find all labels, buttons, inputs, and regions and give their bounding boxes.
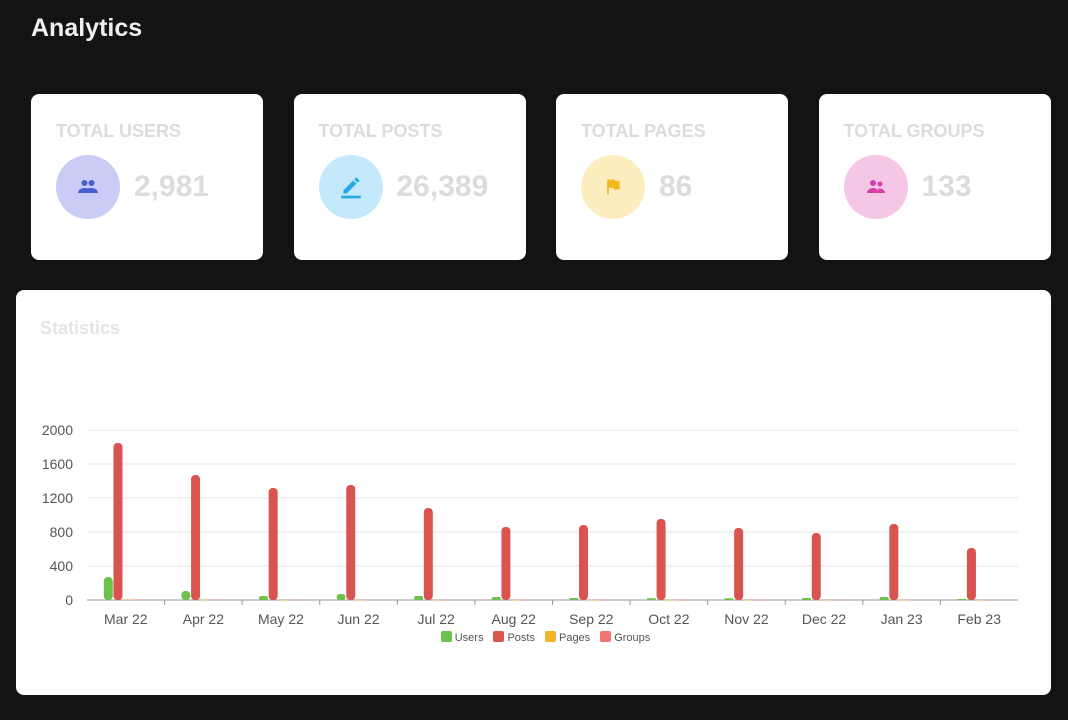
bar-groups (520, 599, 530, 601)
flag-icon (581, 155, 645, 219)
bar-groups (986, 599, 996, 601)
bar-groups (831, 599, 841, 601)
x-tick-label: Mar 22 (104, 611, 148, 627)
statistics-chart: 0 400 800 1200 1600 2000 Mar 22 Apr 22 May 22 Jun… (42, 422, 1018, 627)
pencil-icon (318, 155, 383, 219)
bar-posts (656, 518, 666, 600)
bar-pages (743, 599, 753, 601)
stat-card-value: 2,981 (134, 170, 210, 203)
legend-swatch (544, 631, 556, 642)
x-tick-label: Dec 22 (802, 611, 847, 627)
bar-groups (443, 599, 453, 601)
x-tick-label: Jan 23 (881, 611, 923, 627)
bar-pages (899, 599, 909, 601)
chart-legend: Users Posts Pages Groups (16, 631, 1051, 644)
users-icon (56, 155, 120, 219)
x-tick-label: Aug 22 (492, 611, 537, 627)
bar-groups (365, 599, 375, 601)
bar-users (103, 577, 113, 600)
bar-groups (132, 599, 142, 600)
x-tick-label: Nov 22 (724, 611, 769, 627)
legend-item-groups[interactable]: Groups (600, 631, 650, 644)
bar-pages (433, 599, 443, 601)
y-tick-label: 1200 (42, 490, 73, 506)
bar-groups (598, 599, 608, 601)
y-tick-label: 0 (65, 592, 73, 608)
bar-users (957, 598, 967, 600)
stat-card-value: 86 (659, 170, 693, 203)
x-tick-label: Feb 23 (957, 611, 1001, 627)
bar-users (879, 597, 889, 600)
bar-groups (288, 599, 298, 601)
bar-users (181, 590, 191, 600)
stat-card-label: TOTAL USERS (56, 121, 182, 141)
x-tick-label: Apr 22 (183, 611, 224, 627)
x-tick-label: Oct 22 (648, 611, 689, 627)
stat-card-total-pages: TOTAL PAGES 86 (556, 94, 788, 260)
stat-card-value: 133 (921, 170, 972, 203)
group-icon (843, 155, 908, 219)
bar-groups (675, 599, 685, 601)
bar-users (802, 597, 812, 600)
legend-label: Pages (558, 632, 591, 644)
stat-card-value: 26,389 (396, 170, 489, 203)
bar-pages (588, 599, 598, 601)
y-tick-label: 400 (50, 558, 74, 574)
x-tick-label: Jul 22 (417, 611, 455, 627)
bar-pages (355, 599, 365, 601)
statistics-title: Statistics (40, 318, 121, 338)
bar-posts (734, 528, 744, 600)
bar-pages (666, 599, 676, 601)
legend-label: Users (454, 632, 484, 644)
x-tick-label: Sep 22 (569, 611, 614, 627)
legend-label: Groups (614, 632, 651, 644)
bar-posts (966, 547, 976, 600)
stat-card-label: TOTAL POSTS (318, 121, 443, 141)
bar-users (646, 598, 656, 600)
bar-posts (578, 525, 588, 600)
stat-card-total-users: TOTAL USERS 2,981 (31, 94, 263, 260)
y-tick-label: 1600 (42, 456, 73, 472)
page-title: Analytics (31, 14, 143, 42)
bar-users (414, 596, 424, 600)
bar-pages (278, 599, 288, 601)
legend-item-posts[interactable]: Posts (493, 631, 535, 644)
bar-pages (976, 599, 986, 601)
statistics-panel: Statistics 0 400 800 1200 1600 2000 Mar 22 Apr … (16, 290, 1051, 695)
legend-item-users[interactable]: Users (440, 631, 484, 644)
bar-users (336, 594, 346, 600)
stat-card-total-groups: TOTAL GROUPS 133 (818, 94, 1051, 260)
bar-groups (753, 599, 763, 601)
legend-swatch (493, 631, 505, 642)
bar-posts (113, 443, 123, 600)
bar-posts (811, 533, 821, 600)
bar-users (569, 597, 579, 600)
bar-posts (346, 484, 356, 600)
legend-swatch (600, 631, 612, 642)
stat-card-label: TOTAL PAGES (581, 121, 706, 141)
bar-posts (268, 487, 278, 600)
bar-users (724, 598, 734, 600)
bar-pages (511, 599, 521, 601)
x-tick-label: May 22 (258, 611, 304, 627)
bar-users (491, 597, 501, 600)
stat-card-label: TOTAL GROUPS (843, 121, 985, 141)
legend-item-pages[interactable]: Pages (544, 631, 591, 644)
bar-groups (908, 599, 918, 601)
bar-posts (501, 526, 511, 600)
bar-users (258, 596, 268, 600)
bar-posts (889, 524, 899, 600)
bar-groups (210, 599, 220, 601)
legend-label: Posts (507, 632, 535, 644)
bar-pages (200, 599, 210, 601)
bar-posts (423, 508, 433, 600)
bar-pages (123, 599, 133, 601)
stat-card-total-posts: TOTAL POSTS 26,389 (293, 94, 526, 260)
bar-pages (821, 599, 831, 601)
bar-posts (191, 475, 201, 600)
y-tick-label: 2000 (42, 422, 73, 438)
x-tick-label: Jun 22 (338, 611, 380, 627)
legend-swatch (440, 631, 452, 642)
y-tick-label: 800 (50, 524, 74, 540)
